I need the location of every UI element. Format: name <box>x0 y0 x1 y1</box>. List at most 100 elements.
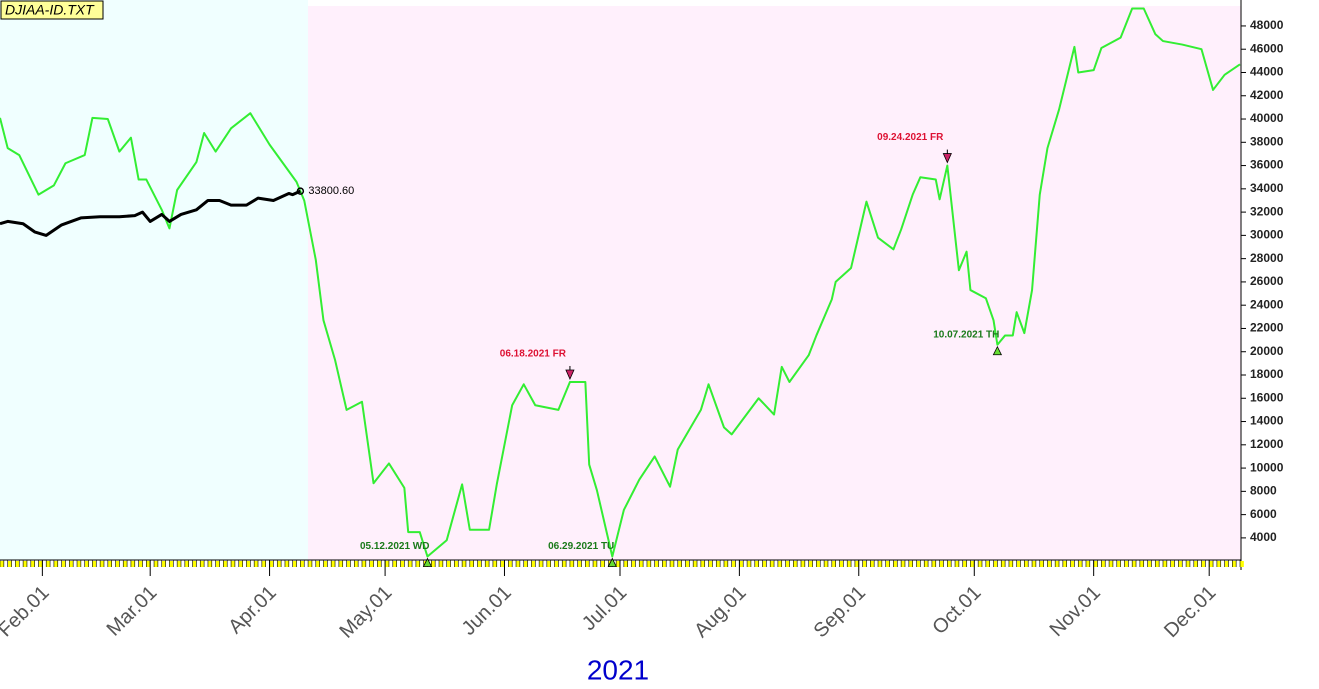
ruler-cell <box>246 561 251 567</box>
ruler-cell <box>569 561 574 567</box>
ruler-cell <box>908 561 913 567</box>
ruler-cell <box>685 561 690 567</box>
ruler-cell <box>885 561 890 567</box>
ruler-cell <box>577 561 582 567</box>
ruler-cell <box>100 561 104 567</box>
y-tick-label: 16000 <box>1250 390 1284 404</box>
ruler-cell <box>408 561 413 567</box>
end-point <box>296 187 305 195</box>
annotation: 10.07.2021 TH <box>933 329 999 340</box>
ruler-cell <box>793 561 798 567</box>
ruler-cell <box>7 561 12 567</box>
ruler-cell <box>777 561 782 567</box>
y-tick-label: 4000 <box>1250 530 1277 544</box>
ruler-cell <box>485 561 490 567</box>
ruler-cell <box>46 561 51 567</box>
y-tick-label: 22000 <box>1250 321 1284 335</box>
ruler-cell <box>878 561 882 567</box>
ruler-cell <box>1078 561 1083 567</box>
ruler-cell <box>516 561 520 567</box>
ruler-cell <box>677 561 682 567</box>
ruler-cell <box>469 561 474 567</box>
ruler-cell <box>354 561 359 567</box>
series-line <box>0 7 1241 558</box>
ruler-cell <box>723 561 728 567</box>
x-tick-label: Nov.01 <box>1046 582 1105 641</box>
ruler-cell <box>38 561 43 567</box>
ruler-cell <box>300 561 305 567</box>
ruler-cell <box>1132 561 1137 567</box>
ruler-cell <box>731 561 736 567</box>
ruler-cell <box>23 561 27 567</box>
ruler-cell <box>546 561 551 567</box>
ruler-cell <box>531 561 536 567</box>
ruler-cell <box>1224 561 1229 567</box>
ruler-cell <box>177 561 181 567</box>
x-tick-label: Dec.01 <box>1160 582 1220 642</box>
ruler-cell <box>747 561 751 567</box>
ruler-cell <box>138 561 143 567</box>
ruler-cell <box>646 561 651 567</box>
ruler-cell <box>893 561 898 567</box>
ruler-cell <box>0 561 4 567</box>
x-tick-label: Jun.01 <box>458 582 516 640</box>
ruler-cell <box>1101 561 1106 567</box>
ruler-cell <box>693 561 698 567</box>
ruler-cell <box>993 561 998 567</box>
x-tick-label: May.01 <box>335 582 396 643</box>
ruler-cell <box>1016 561 1021 567</box>
ruler-cell <box>223 561 228 567</box>
ruler-cell <box>962 561 967 567</box>
ruler-cell <box>1055 561 1060 567</box>
series-line <box>0 189 301 237</box>
ruler-cell <box>1170 561 1175 567</box>
ruler-cell <box>254 561 259 567</box>
ruler-cell <box>231 561 235 567</box>
ruler-cell <box>115 561 120 567</box>
ruler-cell <box>947 561 952 567</box>
y-tick-label: 38000 <box>1250 134 1284 148</box>
ruler-cell <box>639 561 644 567</box>
y-tick-label: 14000 <box>1250 414 1284 428</box>
ruler-cell <box>831 561 836 567</box>
x-tick-label: Mar.01 <box>103 582 162 641</box>
ruler-cell <box>346 561 351 567</box>
trough-marker <box>992 345 1003 356</box>
y-tick-label: 46000 <box>1250 41 1284 55</box>
ruler-cell <box>277 561 282 567</box>
ruler-cell <box>978 561 982 567</box>
ruler-cell <box>431 561 436 567</box>
ruler-cell <box>369 561 374 567</box>
ruler-cell <box>53 561 58 567</box>
ruler-cell <box>616 561 620 567</box>
ruler-cell <box>415 561 420 567</box>
ruler-cell <box>184 561 189 567</box>
x-tick-label: Oct.01 <box>928 582 985 639</box>
ruler-cell <box>15 561 20 567</box>
ruler-cell <box>192 561 197 567</box>
ruler-cell <box>970 561 975 567</box>
ruler-cell <box>361 561 366 567</box>
ruler-cell <box>739 561 744 567</box>
ruler-cell <box>1155 561 1160 567</box>
ruler-cell <box>539 561 543 567</box>
ruler-cell <box>662 561 667 567</box>
ruler-cell <box>477 561 482 567</box>
y-tick-label: 34000 <box>1250 181 1284 195</box>
annotation: 05.12.2021 WD <box>360 541 430 552</box>
ruler-cell <box>207 561 212 567</box>
ruler-cell <box>1147 561 1152 567</box>
ruler-cell <box>670 561 674 567</box>
ruler-cell <box>1240 561 1244 567</box>
ruler-cell <box>1062 561 1067 567</box>
ruler-cell <box>392 561 397 567</box>
ruler-cell <box>785 561 790 567</box>
ruler-cell <box>1001 561 1006 567</box>
file-label-box <box>0 0 104 20</box>
y-tick-label: 40000 <box>1250 111 1284 125</box>
y-tick-label: 8000 <box>1250 484 1277 498</box>
right-shade <box>308 6 1241 560</box>
ruler-cell <box>1124 561 1129 567</box>
ruler-cell <box>623 561 628 567</box>
